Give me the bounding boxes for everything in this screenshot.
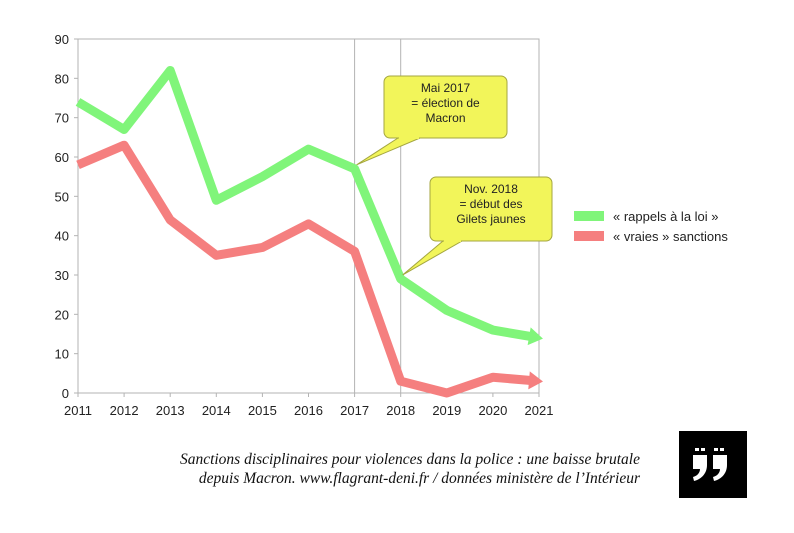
callout-join (399, 136, 419, 139)
x-tick-label: 2014 (202, 403, 231, 418)
callout-text-line: Mai 2017 (421, 81, 471, 95)
figure-caption: Sanctions disciplinaires pour violences … (60, 450, 640, 488)
legend-swatch-2 (574, 231, 604, 241)
x-axis-ticks: 2011 2012 2013 2014 2015 2016 2017 2018 2019 2020… (64, 403, 553, 418)
y-tick-label: 50 (55, 189, 69, 204)
x-tick-label: 2011 (64, 403, 92, 418)
y-tick-label: 60 (55, 150, 69, 165)
legend-label-1: « rappels à la loi » (613, 209, 719, 224)
callout-text-line: Nov. 2018 (464, 182, 518, 196)
series-lines (75, 65, 543, 398)
x-tick-label: 2017 (340, 403, 369, 418)
callout-tail (356, 137, 421, 166)
x-tick-label: 2020 (478, 403, 507, 418)
legend: « rappels à la loi » « vraies » sanctions (574, 209, 728, 244)
y-tick-label: 30 (55, 268, 69, 283)
x-tick-label: 2016 (294, 403, 323, 418)
x-tick-label: 2012 (110, 403, 139, 418)
legend-swatch-1 (574, 211, 604, 221)
callout-tail (402, 240, 464, 276)
y-tick-label: 20 (55, 307, 69, 322)
callout-join (444, 239, 461, 242)
x-tick-label: 2021 (525, 403, 554, 418)
y-axis-ticks: 0 10 20 30 40 50 60 70 80 90 (55, 32, 69, 401)
y-tick-label: 80 (55, 71, 69, 86)
y-tick-label: 0 (62, 386, 69, 401)
x-tick-label: 2018 (386, 403, 415, 418)
series-arrow-2 (528, 371, 543, 390)
y-tick-label: 70 (55, 111, 69, 126)
caption-line-1: Sanctions disciplinaires pour violences … (179, 451, 640, 468)
callout-box (383, 75, 508, 139)
x-tick-label: 2019 (432, 403, 461, 418)
callout-text-line: = élection de (411, 96, 480, 110)
callout-text-line: Macron (425, 111, 465, 125)
series-arrow-1 (527, 327, 543, 346)
callout-text-line: = début des (459, 197, 522, 211)
caption-line-2: depuis Macron. www.flagrant-deni.fr / do… (198, 470, 640, 487)
callout-box (429, 176, 553, 242)
callout-text-line: Gilets jaunes (456, 212, 525, 226)
y-tick-label: 10 (55, 347, 69, 362)
line-chart: 0 10 20 30 40 50 60 70 80 90 2011 2012 2013 2014 2015… (55, 32, 729, 418)
logo (679, 431, 747, 498)
x-tick-label: 2015 (248, 403, 277, 418)
legend-label-2: « vraies » sanctions (613, 229, 728, 244)
y-tick-label: 40 (55, 229, 69, 244)
y-tick-label: 90 (55, 32, 69, 47)
x-tick-label: 2013 (156, 403, 185, 418)
quote-marks-icon (693, 448, 727, 481)
